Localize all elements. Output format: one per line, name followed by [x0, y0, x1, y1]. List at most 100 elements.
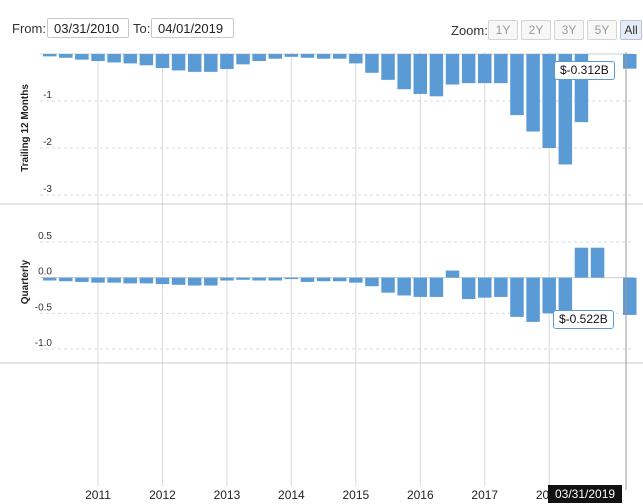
bar: [574, 247, 589, 278]
bar: [381, 277, 395, 293]
bar: [300, 54, 315, 58]
bar: [139, 277, 154, 284]
bar: [107, 54, 121, 63]
bar: [381, 54, 395, 80]
bar: [429, 277, 444, 297]
bar: [445, 54, 460, 85]
x-tick-label: 2016: [407, 488, 434, 502]
bar: [510, 54, 524, 116]
bar: [155, 54, 170, 69]
bar: [187, 277, 202, 286]
bar: [478, 54, 492, 84]
y-tick-label: -2: [43, 137, 52, 148]
from-date-input[interactable]: 03/31/2010: [47, 18, 129, 38]
bar: [204, 277, 218, 286]
bar: [413, 54, 428, 94]
to-label: To:: [133, 21, 151, 36]
bar: [284, 277, 299, 280]
bar: [316, 277, 331, 282]
bar: [155, 277, 170, 285]
y-tick-label: 0.5: [38, 231, 52, 242]
ttm-bar-series: [42, 54, 637, 165]
zoom-3y-button[interactable]: 3Y: [554, 20, 584, 40]
bar: [91, 54, 105, 62]
bar: [59, 54, 73, 58]
x-tick-label: 2012: [149, 488, 176, 502]
bar: [123, 54, 137, 64]
bar: [445, 270, 460, 278]
bar: [349, 277, 363, 283]
bar: [171, 54, 186, 71]
bar: [429, 54, 444, 97]
bar: [187, 54, 202, 72]
bar: [236, 277, 250, 280]
bar: [461, 54, 476, 84]
x-tick-label: 2015: [342, 488, 369, 502]
zoom-5y-button[interactable]: 5Y: [587, 20, 617, 40]
bar: [494, 277, 508, 297]
y-tick-label: -1: [43, 90, 52, 101]
bar: [542, 54, 556, 148]
bar: [332, 277, 347, 282]
to-date-input[interactable]: 04/01/2019: [151, 18, 234, 38]
bar: [397, 277, 411, 296]
bar: [461, 277, 476, 300]
bar: [42, 54, 57, 57]
axis-labels-layer: 20112012201320142015201620172018-1-2-30.…: [20, 52, 627, 502]
bar: [75, 54, 89, 60]
bar: [590, 247, 605, 278]
bar: [204, 54, 218, 72]
bar: [171, 277, 186, 285]
bar: [623, 277, 637, 315]
x-tick-label: 2013: [214, 488, 241, 502]
y-tick-label: -1.0: [35, 338, 53, 349]
bar: [59, 277, 73, 282]
ttm-tooltip: $-0.312B: [554, 61, 615, 80]
bar: [252, 54, 266, 62]
bar: [623, 54, 637, 69]
x-tick-label: 2011: [85, 488, 111, 502]
zoom-label: Zoom:: [451, 23, 488, 38]
bar: [268, 277, 283, 281]
bar: [123, 277, 137, 284]
bar: [75, 277, 89, 282]
bar: [349, 54, 363, 64]
bar: [252, 277, 266, 281]
zoom-all-button[interactable]: All: [620, 20, 642, 40]
bar: [220, 54, 234, 70]
y-tick-label: -0.5: [35, 302, 53, 313]
bar: [478, 277, 492, 298]
bar: [139, 54, 154, 66]
crosshair-date-label: 03/31/2019: [548, 485, 623, 503]
bar: [494, 54, 508, 84]
bar: [526, 277, 540, 322]
y-tick-label: 0.0: [38, 267, 52, 278]
bar: [42, 277, 57, 281]
bar: [91, 277, 105, 283]
bar: [284, 54, 299, 57]
y-tick-label: -3: [43, 184, 52, 195]
bar: [268, 54, 283, 59]
bar: [397, 54, 411, 90]
bar: [510, 277, 524, 317]
bar: [558, 54, 573, 165]
x-tick-label: 2014: [278, 488, 305, 502]
bar: [413, 277, 428, 297]
quarterly-bar-series: [42, 247, 637, 322]
bar: [316, 54, 331, 59]
bar: [107, 277, 121, 283]
bar: [365, 277, 379, 287]
from-label: From:: [12, 21, 46, 36]
zoom-2y-button[interactable]: 2Y: [521, 20, 551, 40]
bar: [300, 277, 315, 282]
zoom-1y-button[interactable]: 1Y: [488, 20, 518, 40]
bar: [220, 277, 234, 281]
bar: [558, 277, 573, 314]
y-axis-title: Trailing 12 Months: [20, 84, 31, 172]
bar: [542, 277, 556, 314]
bar: [526, 54, 540, 132]
bar: [365, 54, 379, 73]
bar: [236, 54, 250, 65]
range-selector: From: 03/31/2010 To: 04/01/2019 Zoom: 1Y…: [0, 0, 643, 40]
